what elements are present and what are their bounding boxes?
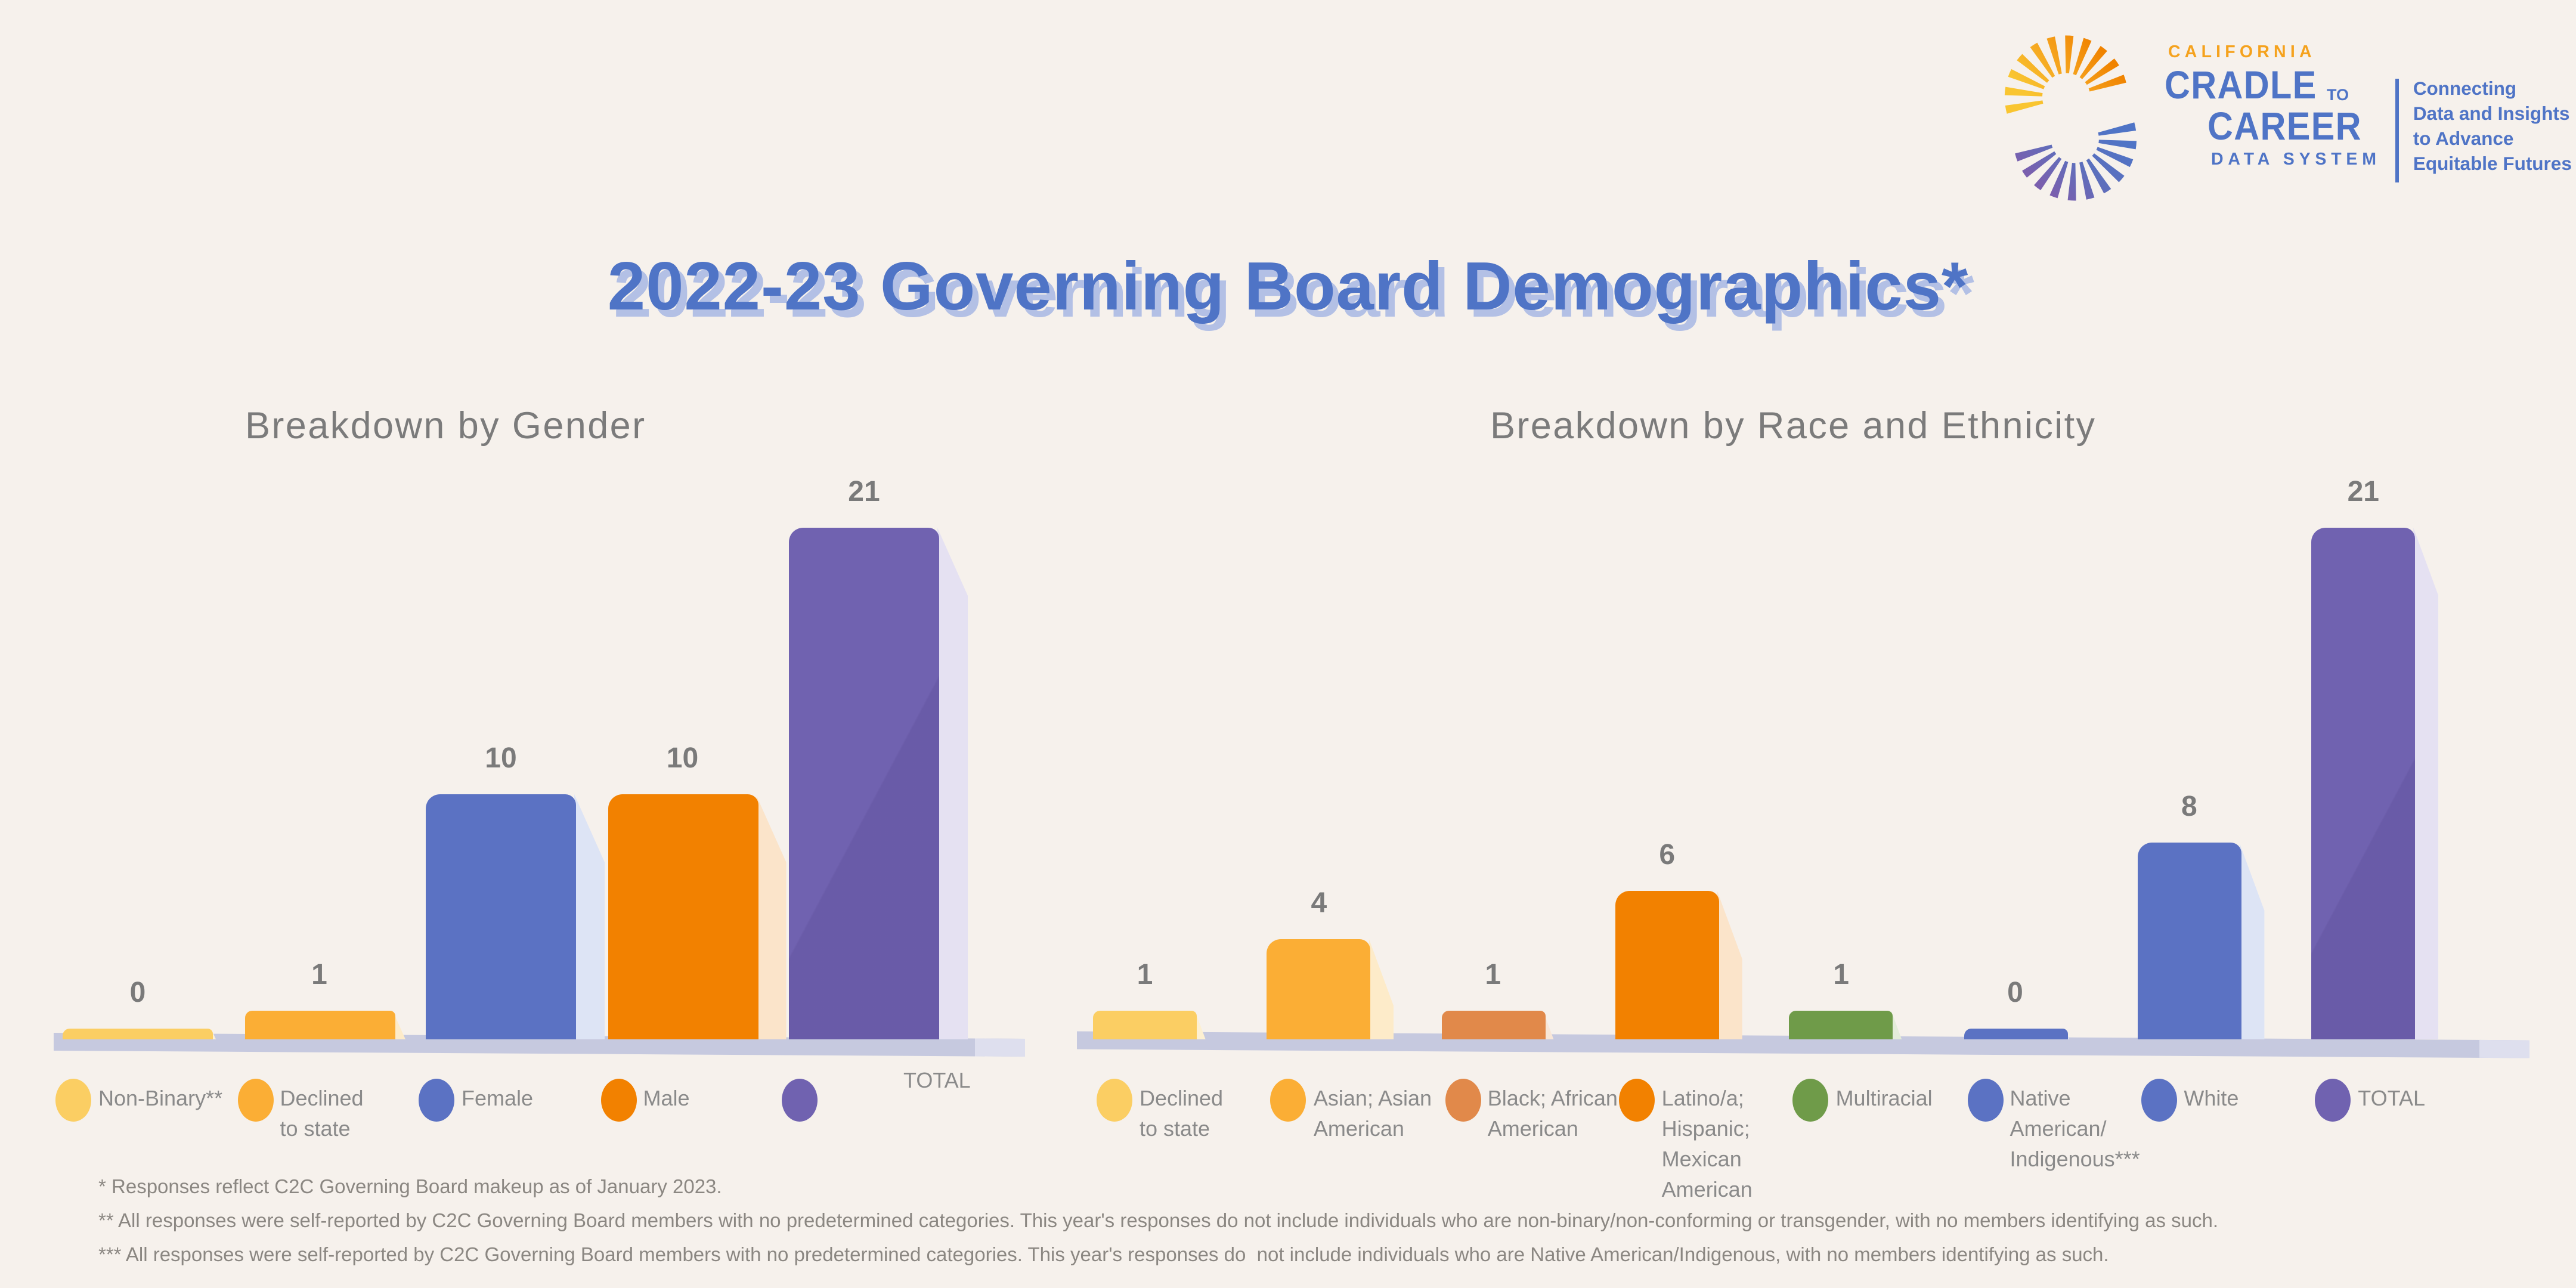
bar-native-american-indigenous [1963,1029,2067,1039]
legend-label: White [2184,1086,2239,1111]
bar-value-label: 0 [2007,979,2023,1009]
legend-item: TOTAL [2315,1079,2447,1122]
bar-3d-shadow [1368,939,1394,1039]
legend-item: Female [419,1079,569,1122]
bar-3d-shadow [574,794,605,1039]
footnote-1: * Responses reflect C2C Governing Board … [98,1177,722,1199]
bar-value-label: 10 [666,744,699,775]
legend-dot-icon [600,1079,636,1122]
bar-asian-asian-american [1267,939,1371,1039]
legend-item: Latino/a; Hispanic; Mexican American [1618,1079,1762,1206]
bar-value-label: 21 [848,478,880,508]
logo-divider [2395,79,2399,182]
legend-dot-icon [1792,1079,1829,1122]
legend-dot-icon [1967,1079,2003,1122]
bar-value-label: 0 [129,979,146,1009]
bar-male [607,794,758,1039]
chart-title: Breakdown by Gender [245,406,646,447]
logo-tagline: Connecting Data and Insights to Advance … [2413,77,2572,177]
bar-shading [789,528,939,1039]
legend-label: Black; African American [1487,1086,1618,1141]
legend-item: Declined to state [1097,1079,1240,1145]
legend-dot-icon [782,1079,818,1122]
bar-declined-to-state [1093,1011,1197,1039]
wordmark-to: TO [2327,86,2349,104]
wordmark-career: CAREER [2207,104,2362,148]
bar-value-label: 6 [1659,841,1676,871]
bar-total [2311,528,2416,1039]
bar-3d-shadow [1891,1011,1916,1039]
wordmark-california: CALIFORNIA [2168,43,2316,63]
bar-3d-shadow [2413,528,2439,1039]
legend-dot-icon [55,1079,91,1122]
bar-white [2137,843,2241,1039]
legend-item: Non-Binary** [55,1079,295,1122]
tagline-line: to Advance [2413,129,2514,150]
legend-label: Male [643,1086,690,1111]
bar-value-label: 1 [1485,961,1501,991]
legend-dot-icon [419,1079,454,1122]
legend-label: Female [462,1086,534,1111]
c2c-logo: CALIFORNIA CRADLE TO CAREER DATA SYSTEM … [1989,29,2572,208]
legend-label: Declined to state [280,1086,364,1141]
legend-label: Native American/ Indigenous*** [2010,1086,2140,1172]
bar-value-label: 1 [1833,961,1849,991]
bar-3d-shadow [756,794,787,1039]
legend-label: TOTAL [2358,1086,2426,1111]
legend-label: Asian; Asian American [1313,1086,1432,1141]
footnotes: * Responses reflect C2C Governing Board … [98,1172,2218,1274]
c2c-wordmark: CALIFORNIA CRADLE TO CAREER DATA SYSTEM [2165,43,2381,170]
tagline-line: Data and Insights [2413,104,2570,125]
bar-declined-to-state [244,1011,395,1039]
bar-multiracial [1789,1011,1893,1039]
legend-dot-icon [1270,1079,1306,1122]
legend-label: Latino/a; Hispanic; Mexican American [1661,1086,1753,1202]
wordmark-cradle: CRADLE [2165,63,2317,107]
chart-title: Breakdown by Race and Ethnicity [1490,406,2097,447]
bar-latino-a-hispanic-mexican-american [1615,891,1719,1039]
tagline-line: Connecting [2413,79,2517,100]
bar-value-label: 8 [2181,792,2197,823]
legend-dot-icon [1444,1079,1481,1122]
legend-item: Male [600,1079,733,1122]
legend-label: TOTAL [903,1068,971,1093]
legend-item: Asian; Asian American [1270,1079,1439,1145]
bar-shading [2311,528,2416,1039]
legend-dot-icon [1097,1079,1132,1122]
tagline-line: Equitable Futures [2413,154,2572,175]
legend-label: Declined to state [1140,1086,1224,1141]
page-title: 2022-23 Governing Board Demographics* [607,250,1969,326]
bar-non-binary [63,1029,213,1039]
footnote-2: ** All responses were self-reported by C… [98,1211,2219,1233]
legend-item: Black; African American [1444,1079,1627,1145]
legend-item: Declined to state [237,1079,380,1145]
bar-value-label: 1 [1137,961,1153,991]
bar-3d-shadow [2239,843,2265,1039]
bar-value-label: 10 [485,744,517,775]
legend-item: Native American/ Indigenous*** [1967,1079,2140,1175]
bar-value-label: 21 [2347,478,2379,508]
legend-dot-icon [2141,1079,2177,1122]
axis-floor-end [2479,1039,2529,1057]
legend-dot-icon [237,1079,273,1122]
legend-item: Multiracial [1792,1079,1961,1122]
legend-dot-icon [2315,1079,2351,1122]
axis-floor-end [975,1038,1025,1056]
legend-dot-icon [1618,1079,1655,1122]
bar-total [789,528,939,1039]
legend-label: Non-Binary** [98,1086,223,1111]
c2c-spiral-icon [2004,35,2137,201]
bar-black-african-american [1441,1011,1545,1039]
bar-value-label: 1 [311,961,327,991]
footnote-3: *** All responses were self-reported by … [98,1245,2109,1267]
bar-female [426,794,576,1039]
bar-value-label: 4 [1311,889,1327,919]
bar-3d-shadow [1717,891,1742,1039]
legend-label: Multiracial [1835,1086,1933,1111]
wordmark-data-system: DATA SYSTEM [2211,150,2381,170]
legend-item: White [2141,1079,2273,1122]
legend-item: TOTAL [782,1068,1011,1122]
bar-3d-shadow [937,528,968,1039]
